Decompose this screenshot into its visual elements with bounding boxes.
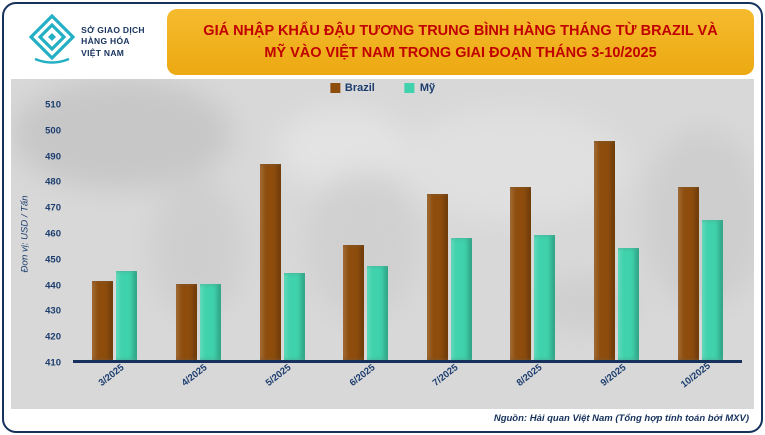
bar-Mỹ-8/2025: [534, 235, 556, 360]
legend-item-brazil: Brazil: [329, 82, 375, 94]
footer-row: Nguồn: Hải quan Việt Nam (Tổng hợp tính …: [4, 409, 761, 427]
bar-Brazil-5/2025: [259, 163, 281, 360]
y-tick-label: 420: [45, 331, 61, 343]
bar-Brazil-10/2025: [677, 186, 699, 360]
bar-Brazil-9/2025: [594, 140, 616, 360]
chart-title-line1: GIÁ NHẬP KHẨU ĐẬU TƯƠNG TRUNG BÌNH HÀNG …: [203, 22, 718, 39]
bar-group-8/2025: 8/2025: [491, 105, 575, 389]
legend-item-my: Mỹ: [404, 82, 436, 94]
legend-swatch-brazil: [329, 83, 340, 93]
y-tick-label: 480: [45, 176, 61, 188]
chart-legend: Brazil Mỹ: [329, 82, 436, 94]
mxv-logo: SỞ GIAO DỊCH HÀNG HÓA VIỆT NAM: [11, 9, 163, 75]
bar-Brazil-8/2025: [510, 186, 532, 360]
legend-label-brazil: Brazil: [344, 82, 375, 94]
chart-title-banner: GIÁ NHẬP KHẨU ĐẬU TƯƠNG TRUNG BÌNH HÀNG …: [167, 9, 754, 75]
y-tick-label: 430: [45, 305, 61, 317]
bar-Mỹ-7/2025: [450, 237, 472, 360]
bar-Mỹ-3/2025: [116, 270, 138, 360]
bar-group-5/2025: 5/2025: [240, 105, 324, 389]
chart-area: Brazil Mỹ Đơn vị: USD / Tấn 410 420 430 440…: [11, 79, 754, 409]
y-axis: 410 420 430 440 450 460 470 480 490 500 510: [11, 100, 69, 369]
logo-line1: SỞ GIAO DỊCH: [81, 25, 145, 36]
y-tick-label: 460: [45, 228, 61, 240]
y-tick-label: 490: [45, 151, 61, 163]
bar-group-4/2025: 4/2025: [157, 105, 241, 389]
y-tick-label: 410: [45, 357, 61, 369]
mxv-logo-text: SỞ GIAO DỊCH HÀNG HÓA VIỆT NAM: [81, 25, 145, 58]
y-tick-label: 440: [45, 280, 61, 292]
legend-swatch-my: [404, 83, 415, 93]
chart-title-line2: MỸ VÀO VIỆT NAM TRONG GIAI ĐOẠN THÁNG 3-…: [264, 45, 657, 61]
mxv-logo-icon: [28, 13, 76, 71]
bar-Mỹ-10/2025: [701, 219, 723, 360]
bar-group-10/2025: 10/2025: [658, 105, 742, 390]
logo-line2: HÀNG HÓA: [81, 36, 130, 47]
y-tick-label: 510: [45, 99, 61, 111]
bar-group-6/2025: 6/2025: [324, 105, 408, 389]
y-tick-label: 450: [45, 254, 61, 266]
bar-Brazil-3/2025: [92, 280, 114, 360]
plot-area: 3/2025 4/2025 5/2025 6/2025 7/2025 8/2025 9/20…: [73, 105, 742, 390]
bar-Mỹ-9/2025: [618, 247, 640, 360]
bar-group-9/2025: 9/2025: [575, 105, 659, 389]
bar-Mỹ-6/2025: [367, 265, 389, 360]
bar-group-3/2025: 3/2025: [73, 105, 157, 389]
bar-Brazil-7/2025: [426, 194, 448, 360]
bar-Mỹ-5/2025: [283, 273, 305, 360]
world-map-watermark: [11, 79, 754, 332]
header-row: SỞ GIAO DỊCH HÀNG HÓA VIỆT NAM GIÁ NHẬP …: [4, 4, 761, 78]
logo-line3: VIỆT NAM: [81, 47, 125, 58]
bar-Mỹ-4/2025: [199, 283, 221, 360]
bar-Brazil-6/2025: [343, 245, 365, 360]
y-tick-label: 470: [45, 202, 61, 214]
legend-label-my: Mỹ: [419, 82, 436, 94]
source-note: Nguồn: Hải quan Việt Nam (Tổng hợp tính …: [493, 412, 749, 424]
y-tick-label: 500: [45, 125, 61, 137]
bar-Brazil-4/2025: [175, 283, 197, 360]
bar-group-7/2025: 7/2025: [408, 105, 492, 389]
